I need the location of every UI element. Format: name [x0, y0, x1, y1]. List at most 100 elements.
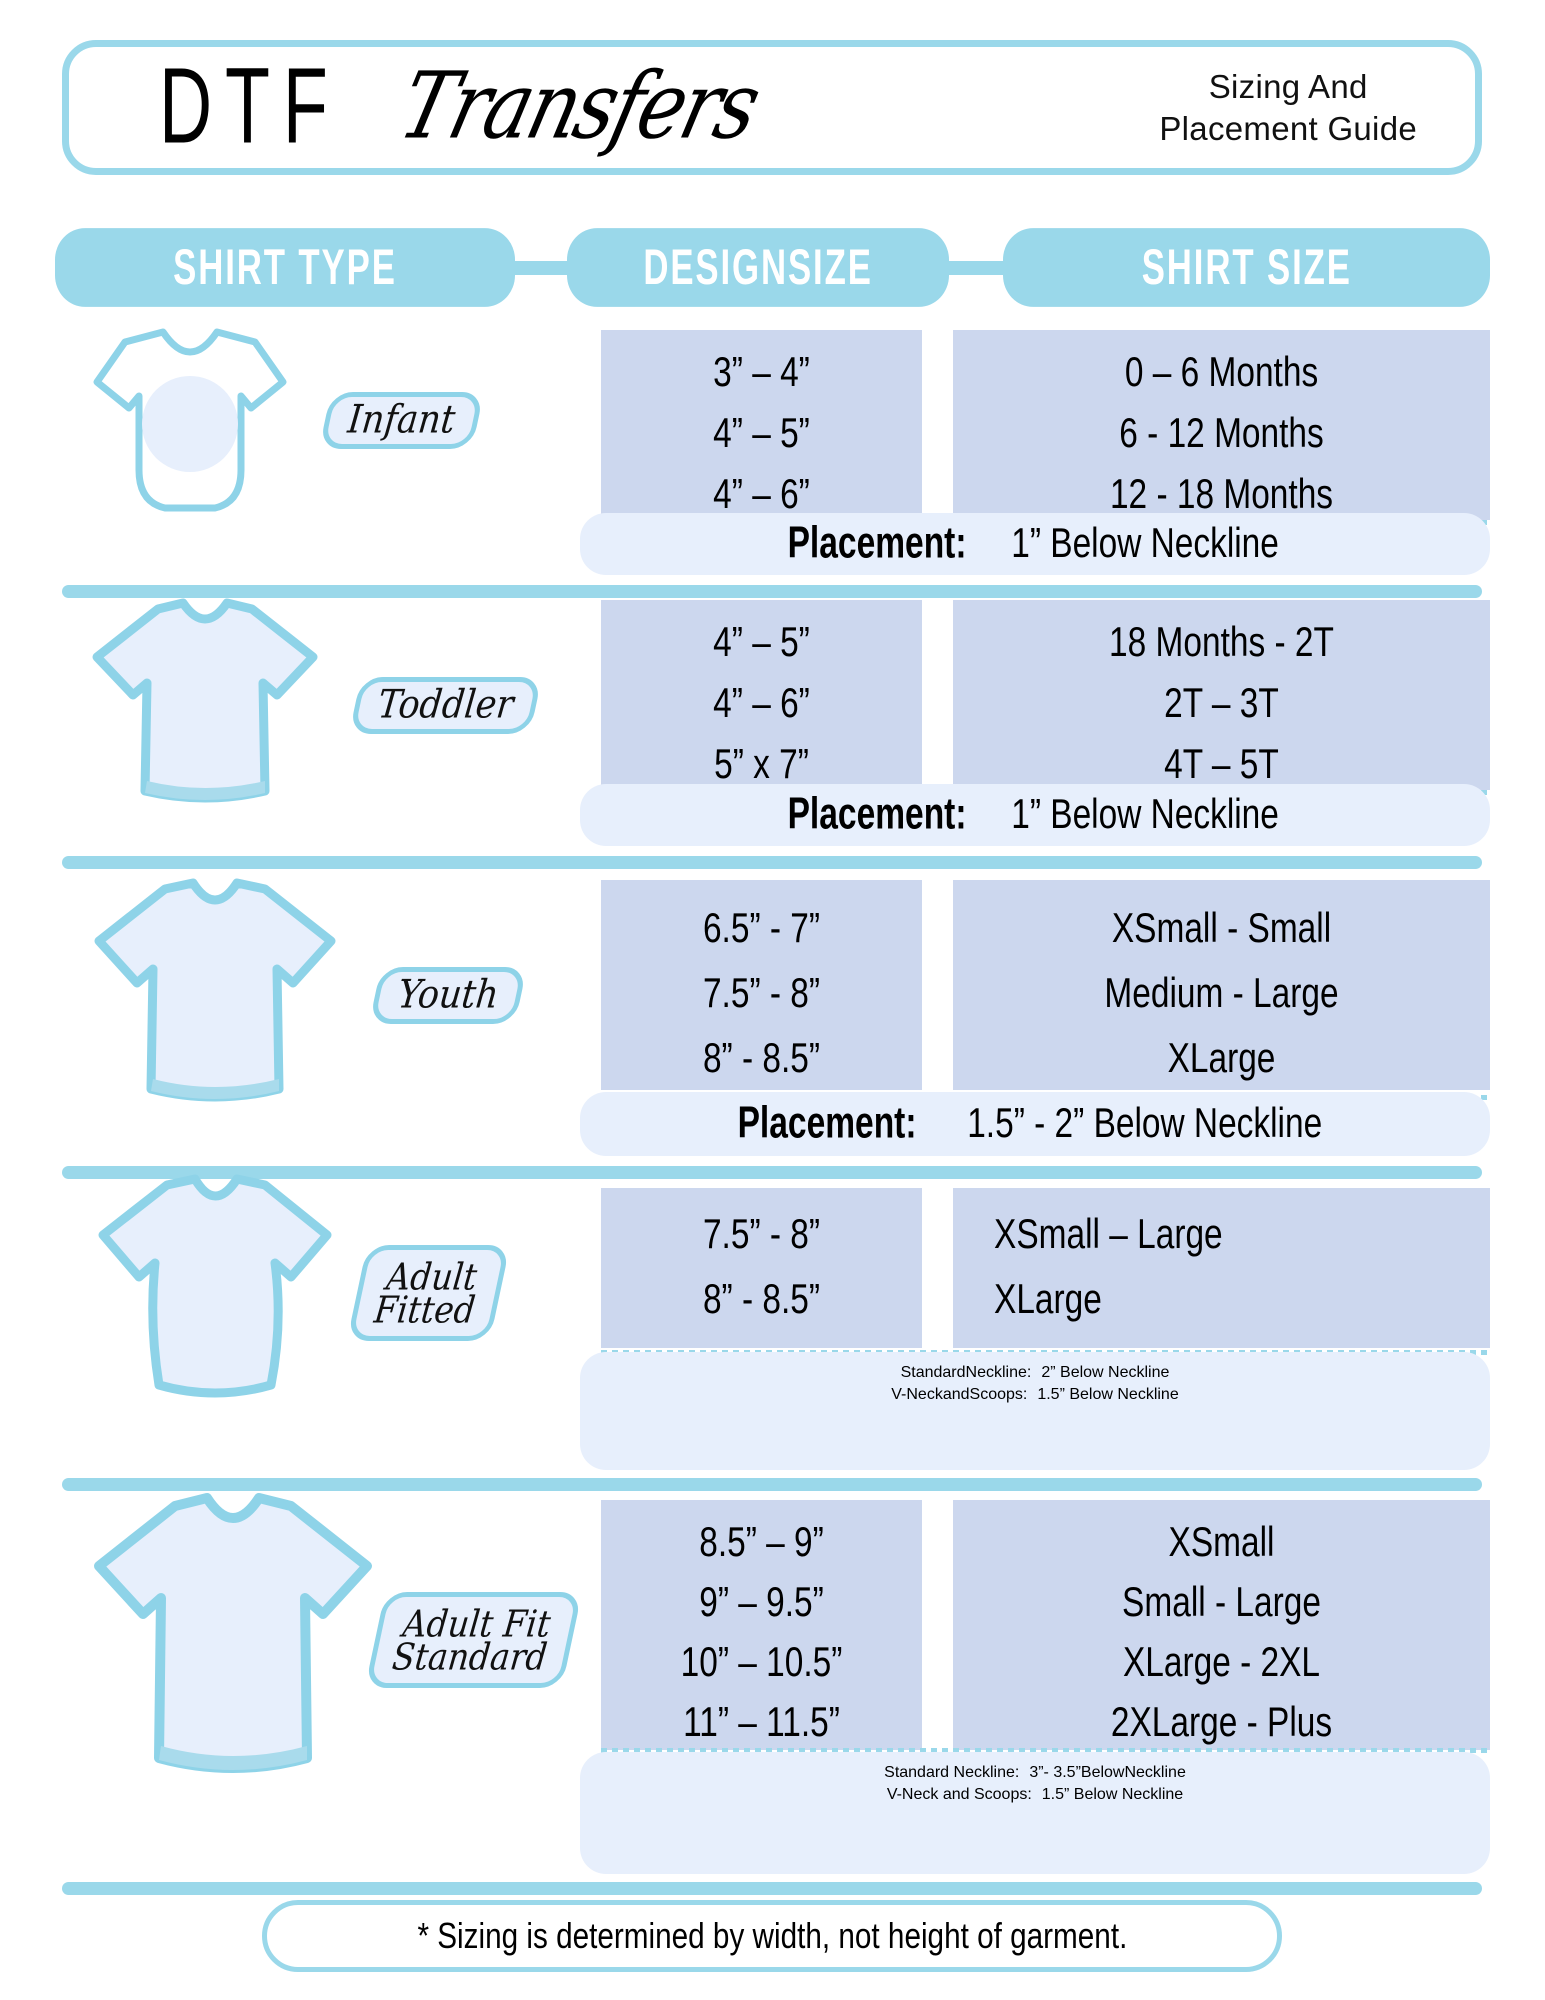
design-size-value: 8” - 8.5”: [702, 1035, 821, 1083]
design-size-value: 5” x 7”: [714, 741, 809, 789]
shirt-size-value: XSmall – Large: [994, 1211, 1223, 1259]
placement-bar-youth: Placement: 1.5” - 2” Below Neckline: [580, 1092, 1490, 1156]
design-size-value: 9” – 9.5”: [699, 1579, 824, 1627]
shirt-size-value: XSmall: [1168, 1519, 1275, 1567]
design-size-value: 6.5” - 7”: [702, 905, 821, 953]
row-divider-2: [62, 856, 1482, 869]
row-dots-adult-fit-standard: [601, 1748, 1490, 1753]
logo-transfers-text: Transfers: [389, 54, 768, 161]
placement-label: StandardNeckline:: [900, 1364, 1032, 1381]
row-divider-3: [62, 1166, 1482, 1179]
shirt-size-panel-adult-fit-standard: XSmall Small - Large XLarge - 2XL 2XLarg…: [953, 1500, 1490, 1750]
design-size-value: 3” – 4”: [713, 349, 810, 397]
tshirt-icon: [55, 595, 355, 815]
shirt-type-badge-toddler: Toddler: [348, 676, 543, 734]
placement-line: StandardNeckline: 2” Below Neckline: [580, 1362, 1490, 1384]
column-header-shirt-type: SHIRT TYPE: [55, 228, 515, 307]
shirt-size-value: 12 - 18 Months: [1109, 471, 1334, 519]
placement-value: 1.5” Below Neckline: [1037, 1385, 1179, 1403]
footnote-box: * Sizing is determined by width, not hei…: [262, 1900, 1282, 1972]
header-connector-1: [513, 261, 569, 275]
header-subtitle: Sizing And Placement Guide: [1159, 66, 1437, 149]
shirt-size-value: 2XLarge - Plus: [1110, 1699, 1333, 1747]
shirt-size-value: XSmall - Small: [1111, 905, 1332, 953]
design-size-panel-infant: 3” – 4” 4” – 5” 4” – 6”: [601, 330, 922, 520]
placement-label: Placement:: [737, 1098, 917, 1148]
fitted-tshirt-icon: [55, 1173, 375, 1413]
shirt-size-value: XLarge: [1167, 1035, 1276, 1083]
table-row-youth: Youth 6.5” - 7” 7.5” - 8” 8” - 8.5” XSma…: [0, 878, 1545, 1102]
design-size-value: 8” - 8.5”: [702, 1276, 821, 1324]
placement-label: Placement:: [787, 518, 967, 568]
shirt-type-badge-adult-fitted: Adult Fitted: [346, 1245, 510, 1341]
header-subtitle-line2: Placement Guide: [1159, 109, 1417, 147]
design-size-value: 4” – 5”: [713, 410, 810, 458]
shirt-size-value: XLarge: [994, 1276, 1102, 1324]
design-size-panel-adult-fit-standard: 8.5” – 9” 9” – 9.5” 10” – 10.5” 11” – 11…: [601, 1500, 922, 1750]
shirt-type-cell-adult-fitted: Adult Fitted: [55, 1174, 595, 1408]
shirt-type-badge-youth: Youth: [368, 966, 528, 1024]
shirt-size-value: 2T – 3T: [1164, 680, 1279, 728]
placement-label: V-NeckandScoops:: [891, 1385, 1028, 1403]
shirt-size-value: 18 Months - 2T: [1109, 619, 1334, 667]
design-size-value: 4” – 6”: [713, 471, 810, 519]
placement-value: 1.5” Below Neckline: [1041, 1785, 1184, 1803]
placement-block-adult-fitted: StandardNeckline: 2” Below Neckline V-Ne…: [580, 1352, 1490, 1470]
shirt-size-value: Medium - Large: [1104, 970, 1339, 1018]
placement-line: V-NeckandScoops: 1.5” Below Neckline: [580, 1384, 1490, 1406]
placement-value: 3”- 3.5”BelowNeckline: [1029, 1764, 1186, 1781]
placement-line: Standard Neckline: 3”- 3.5”BelowNeckline: [580, 1762, 1490, 1784]
placement-value: 1” Below Neckline: [1011, 791, 1279, 838]
table-row-adult-fit-standard: Adult Fit Standard 8.5” – 9” 9” – 9.5” 1…: [0, 1493, 1545, 1773]
shirt-type-cell-youth: Youth: [55, 878, 595, 1110]
placement-line: V-Neck and Scoops: 1.5” Below Neckline: [580, 1784, 1490, 1806]
placement-label: Standard Neckline:: [884, 1764, 1020, 1781]
placement-bar-infant: Placement: 1” Below Neckline: [580, 513, 1490, 575]
column-header-row: SHIRT TYPE DESIGNSIZE SHIRT SIZE: [55, 228, 1490, 307]
onesie-icon: [55, 320, 325, 520]
header-connector-2: [947, 261, 1005, 275]
standard-tshirt-icon: [55, 1490, 415, 1790]
placement-value: 1.5” - 2” Below Neckline: [967, 1100, 1323, 1147]
placement-label: V-Neck and Scoops:: [886, 1785, 1032, 1803]
table-row-infant: Infant 3” – 4” 4” – 5” 4” – 6” 0 – 6 Mon…: [0, 328, 1545, 530]
placement-label: Placement:: [787, 789, 967, 839]
row-divider-5: [62, 1882, 1482, 1895]
column-header-design-size: DESIGNSIZE: [567, 228, 949, 307]
placement-bar-toddler: Placement: 1” Below Neckline: [580, 784, 1490, 846]
shirt-size-value: 4T – 5T: [1164, 741, 1279, 789]
design-size-value: 11” – 11.5”: [683, 1699, 840, 1747]
shirt-type-cell-toddler: Toddler: [55, 598, 595, 810]
brand-logo: DTF Transfers: [159, 52, 767, 161]
design-size-value: 4” – 6”: [713, 680, 810, 728]
design-size-value: 8.5” – 9”: [699, 1519, 824, 1567]
shirt-size-value: 0 – 6 Months: [1124, 349, 1319, 397]
row-divider-4: [62, 1478, 1482, 1491]
logo-dtf-text: DTF: [159, 45, 341, 166]
shirt-size-panel-toddler: 18 Months - 2T 2T – 3T 4T – 5T: [953, 600, 1490, 790]
placement-block-adult-fit-standard: Standard Neckline: 3”- 3.5”BelowNeckline…: [580, 1752, 1490, 1874]
shirt-size-value: XLarge - 2XL: [1122, 1639, 1321, 1687]
design-size-value: 10” – 10.5”: [680, 1639, 843, 1687]
placement-value: 2” Below Neckline: [1041, 1364, 1170, 1381]
row-divider-1: [62, 585, 1482, 598]
placement-value: 1” Below Neckline: [1011, 520, 1279, 567]
table-row-adult-fitted: Adult Fitted 7.5” - 8” 8” - 8.5” XSmall …: [0, 1174, 1545, 1398]
design-size-panel-adult-fitted: 7.5” - 8” 8” - 8.5”: [601, 1188, 922, 1348]
shirt-type-cell-adult-fit-standard: Adult Fit Standard: [55, 1490, 595, 1790]
table-row-toddler: Toddler 4” – 5” 4” – 6” 5” x 7” 18 Month…: [0, 598, 1545, 803]
shirt-size-value: 6 - 12 Months: [1119, 410, 1324, 458]
design-size-panel-youth: 6.5” - 7” 7.5” - 8” 8” - 8.5”: [601, 880, 922, 1090]
shirt-type-badge-infant: Infant: [318, 391, 484, 449]
design-size-value: 4” – 5”: [713, 619, 810, 667]
tshirt-icon: [55, 875, 375, 1115]
shirt-size-panel-infant: 0 – 6 Months 6 - 12 Months 12 - 18 Month…: [953, 330, 1490, 520]
header-card: DTF Transfers Sizing And Placement Guide: [62, 40, 1482, 175]
footnote-text: * Sizing is determined by width, not hei…: [417, 1915, 1127, 1956]
header-subtitle-line1: Sizing And: [1208, 68, 1368, 106]
shirt-size-panel-adult-fitted: XSmall – Large XLarge: [953, 1188, 1490, 1348]
shirt-size-value: Small - Large: [1122, 1579, 1321, 1627]
design-size-value: 7.5” - 8”: [702, 970, 821, 1018]
design-size-value: 7.5” - 8”: [702, 1211, 821, 1259]
